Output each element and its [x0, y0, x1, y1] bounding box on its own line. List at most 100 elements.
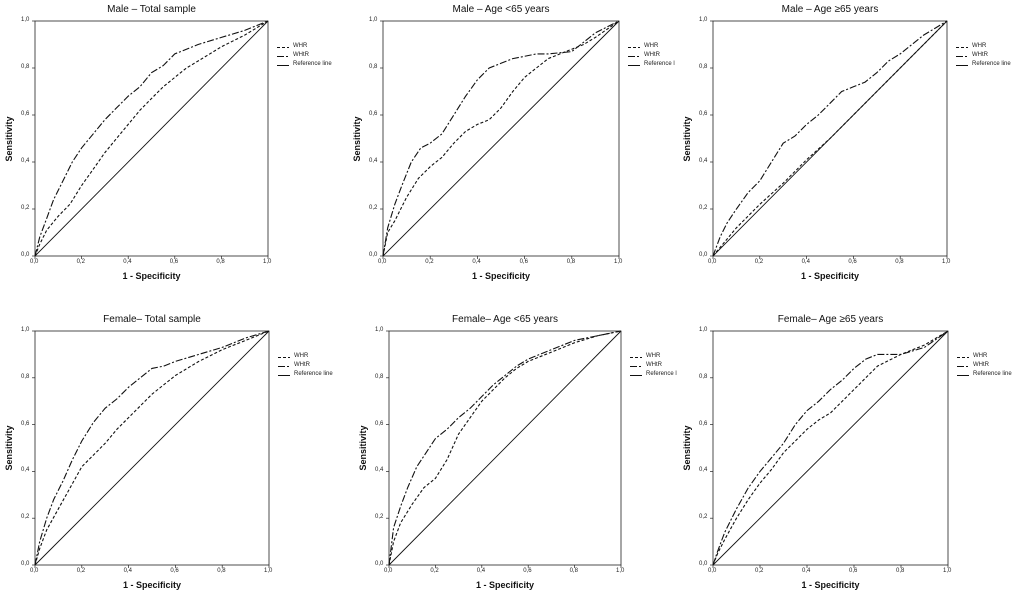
legend-label: WHtR: [972, 52, 988, 58]
x-tick-label: 1,0: [614, 259, 623, 265]
y-tick-label: 0,8: [699, 373, 708, 380]
x-tick-label: 0,2: [76, 259, 85, 265]
x-tick-label: 0,4: [123, 568, 132, 574]
y-tick-label: 0,0: [699, 561, 708, 567]
x-tick-label: 0,4: [476, 568, 486, 574]
x-tick-label: 0,8: [569, 568, 578, 574]
y-axis-label: Sensitivity: [682, 115, 692, 162]
y-tick-label: 0,0: [369, 252, 378, 258]
series-line-whr: [34, 330, 270, 566]
series-line-whtr: [712, 20, 948, 257]
x-tick-label: 1,0: [264, 568, 273, 574]
roc-plot-area: [32, 330, 270, 568]
y-tick-label: 0,0: [699, 252, 708, 258]
legend-label: WHtR: [646, 362, 662, 368]
legend-label: WHR: [294, 353, 309, 359]
x-tick-label: 0,6: [848, 259, 857, 265]
y-axis-label: Sensitivity: [358, 425, 368, 471]
y-tick-label: 0,8: [699, 64, 708, 70]
x-axis-label: 1 - Specificity: [475, 580, 535, 590]
series-line-whr: [382, 20, 620, 257]
legend-label: WHR: [972, 43, 987, 49]
legend-swatch: [278, 357, 290, 358]
x-axis-label: 1 - Specificity: [471, 271, 531, 281]
x-tick-label: 0,2: [755, 568, 764, 574]
legend-swatch: [278, 375, 290, 376]
roc-plot-area: [386, 330, 622, 568]
x-tick-label: 0,6: [523, 568, 532, 574]
x-tick-label: 0,4: [801, 259, 810, 265]
series-line-whtr: [382, 20, 620, 257]
series-line-reference-line: [388, 330, 622, 566]
y-tick-label: 0,4: [21, 158, 30, 164]
legend-swatch: [277, 65, 289, 66]
legend-label: WHR: [973, 353, 988, 359]
x-tick-label: 0,0: [378, 259, 387, 265]
chart-title: Male – Age ≥65 years: [781, 4, 879, 15]
y-axis-label: Sensitivity: [4, 115, 14, 162]
series-line-whtr: [712, 330, 949, 566]
x-tick-label: 1,0: [263, 259, 272, 265]
legend-label: Reference line: [973, 371, 1012, 377]
legend-swatch: [956, 65, 968, 66]
plot-frame: [388, 330, 622, 566]
x-tick-label: 0,2: [754, 259, 764, 265]
chart-title: Female– Age <65 years: [452, 314, 558, 325]
legend-label: WHR: [646, 353, 661, 359]
plot-frame: [34, 20, 269, 257]
series-line-whtr: [34, 20, 269, 257]
legend-label: WHR: [293, 43, 308, 49]
x-tick-label: 0,8: [217, 568, 226, 574]
roc-plot-area: [32, 20, 269, 259]
x-axis-label: 1 - Specificity: [122, 580, 182, 590]
legend-swatch: [277, 56, 289, 57]
y-tick-label: 0,8: [375, 373, 384, 380]
roc-plot-area: [710, 20, 948, 259]
x-tick-label: 0,8: [566, 259, 576, 265]
x-tick-label: 0,0: [708, 568, 717, 574]
y-tick-label: 0,2: [21, 205, 30, 211]
y-tick-label: 0,4: [699, 467, 708, 474]
x-tick-label: 1,0: [942, 259, 951, 265]
roc-plot-area: [710, 330, 949, 568]
roc-plot-area: [380, 20, 620, 259]
y-tick-label: 0,8: [21, 373, 30, 380]
y-tick-label: 0,6: [21, 111, 30, 117]
x-tick-label: 0,8: [216, 259, 225, 265]
legend-label: WHtR: [973, 362, 989, 368]
y-tick-label: 0,6: [375, 420, 384, 427]
x-tick-label: 0,8: [896, 568, 905, 574]
y-tick-label: 0,4: [21, 467, 30, 474]
y-tick-label: 0,2: [369, 205, 378, 211]
y-tick-label: 0,0: [375, 561, 384, 567]
legend-swatch: [956, 47, 968, 48]
y-tick-label: 0,6: [699, 420, 708, 427]
legend-swatch: [957, 366, 969, 367]
legend-label: WHtR: [294, 362, 310, 368]
x-tick-label: 0,4: [802, 568, 811, 574]
x-tick-label: 0,4: [472, 259, 481, 265]
legend-label: Reference line: [293, 61, 332, 67]
legend-label: Reference l: [646, 371, 677, 377]
y-tick-label: 0,2: [699, 514, 708, 521]
legend-label: WHtR: [644, 52, 660, 58]
legend-label: WHtR: [293, 52, 309, 58]
y-tick-label: 0,4: [369, 158, 378, 164]
legend-label: WHR: [644, 43, 659, 49]
x-axis-label: 1 - Specificity: [800, 271, 860, 281]
x-tick-label: 0,0: [30, 259, 39, 265]
legend-swatch: [630, 375, 642, 376]
x-tick-label: 0,2: [425, 259, 434, 265]
series-line-reference-line: [712, 330, 949, 566]
x-tick-label: 0,0: [30, 568, 39, 574]
series-line-reference-line: [34, 20, 269, 257]
x-tick-label: 0,6: [519, 259, 528, 265]
y-tick-label: 1,0: [21, 327, 30, 333]
plot-frame: [712, 330, 949, 566]
y-tick-label: 0,2: [21, 514, 30, 521]
y-tick-label: 1,0: [375, 327, 384, 333]
x-axis-label: 1 - Specificity: [122, 271, 181, 281]
x-tick-label: 1,0: [616, 568, 625, 574]
chart-title: Male – Age <65 years: [452, 4, 550, 15]
legend-swatch: [628, 56, 640, 57]
